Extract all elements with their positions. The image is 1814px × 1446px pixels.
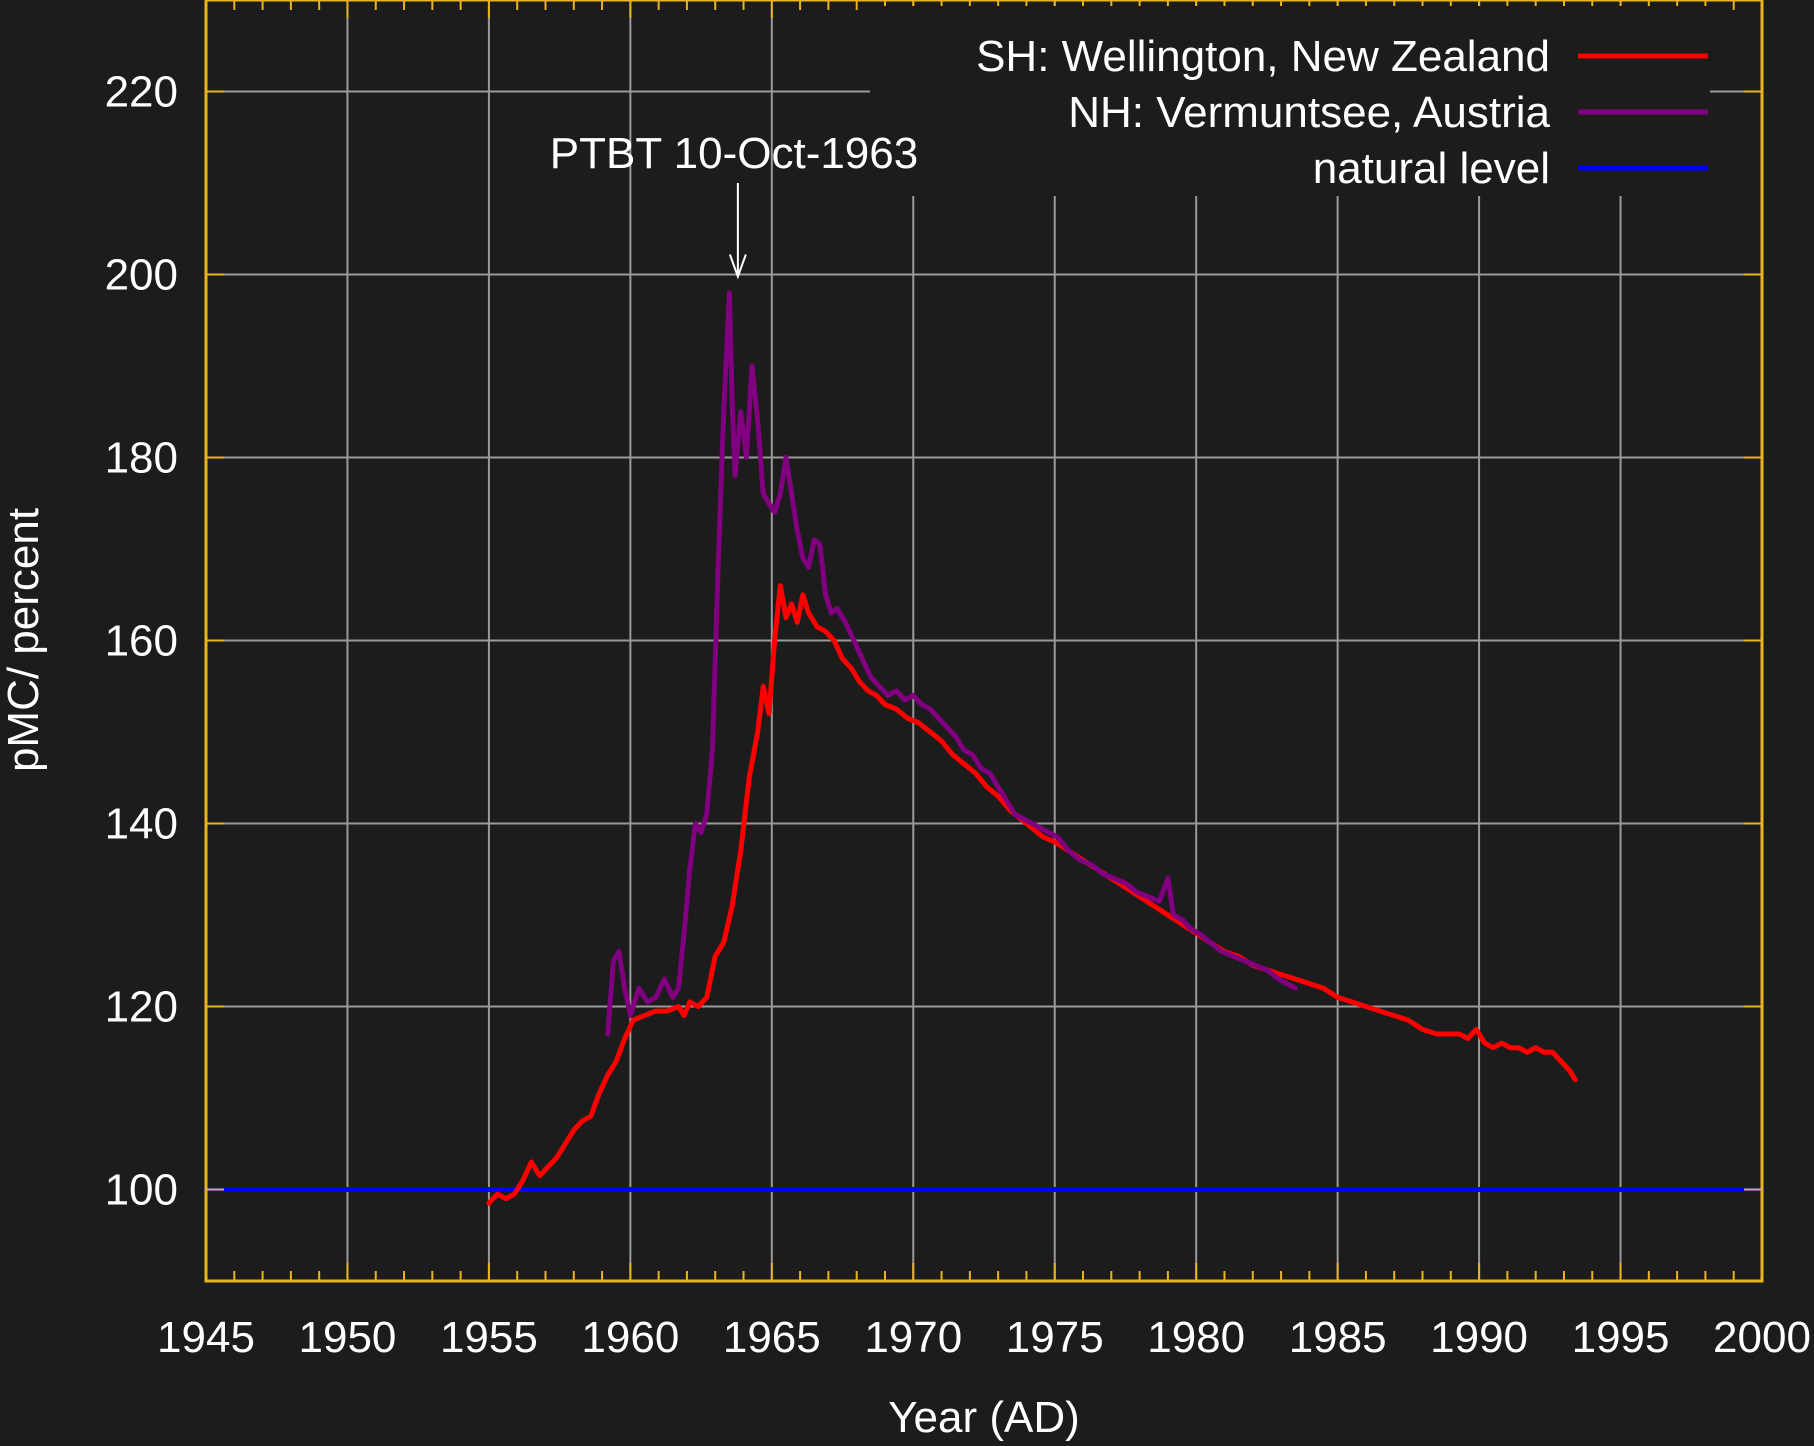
x-tick-label: 1970 — [864, 1313, 962, 1362]
series-line-1 — [605, 290, 1298, 1037]
axis-ticks — [205, 0, 1763, 1281]
annotation-arrow-head — [728, 254, 747, 280]
x-tick-label: 1955 — [440, 1313, 538, 1362]
x-tick-label: 1990 — [1430, 1313, 1528, 1362]
x-tick-label: 2000 — [1713, 1313, 1811, 1362]
legend-label-1: NH: Vermuntsee, Austria — [1068, 88, 1550, 137]
y-axis-title: pMC/ percent — [0, 508, 48, 772]
x-tick-label: 1945 — [157, 1313, 255, 1362]
legend-label-0: SH: Wellington, New Zealand — [976, 32, 1550, 81]
annotation-text: PTBT 10-Oct-1963 — [550, 129, 918, 178]
y-tick-label: 140 — [105, 800, 178, 849]
y-tick-label: 160 — [105, 617, 178, 666]
x-tick-label: 1985 — [1289, 1313, 1387, 1362]
legend-background — [870, 6, 1710, 196]
series-line-0 — [486, 583, 1578, 1206]
legend: SH: Wellington, New Zealand NH: Vermuntse… — [870, 6, 1710, 196]
y-tick-label: 220 — [105, 68, 178, 117]
x-tick-label: 1950 — [299, 1313, 397, 1362]
x-tick-label: 1995 — [1572, 1313, 1670, 1362]
series-lines — [203, 290, 1765, 1206]
y-tick-labels: 100 120 140 160 180 200 220 — [105, 68, 178, 1215]
y-tick-label: 200 — [105, 251, 178, 300]
y-tick-label: 180 — [105, 434, 178, 483]
x-tick-labels: 1945 1950 1955 1960 1965 1970 1975 1980 1985 1990… — [157, 1313, 1811, 1362]
x-axis-title: Year (AD) — [888, 1393, 1080, 1442]
x-tick-label: 1965 — [723, 1313, 821, 1362]
legend-label-2: natural level — [1313, 144, 1550, 193]
y-tick-label: 120 — [105, 983, 178, 1032]
x-tick-label: 1975 — [1006, 1313, 1104, 1362]
y-tick-label: 100 — [105, 1166, 178, 1215]
x-tick-label: 1980 — [1147, 1313, 1245, 1362]
annotation: PTBT 10-Oct-1963 — [550, 129, 918, 280]
x-tick-label: 1960 — [581, 1313, 679, 1362]
